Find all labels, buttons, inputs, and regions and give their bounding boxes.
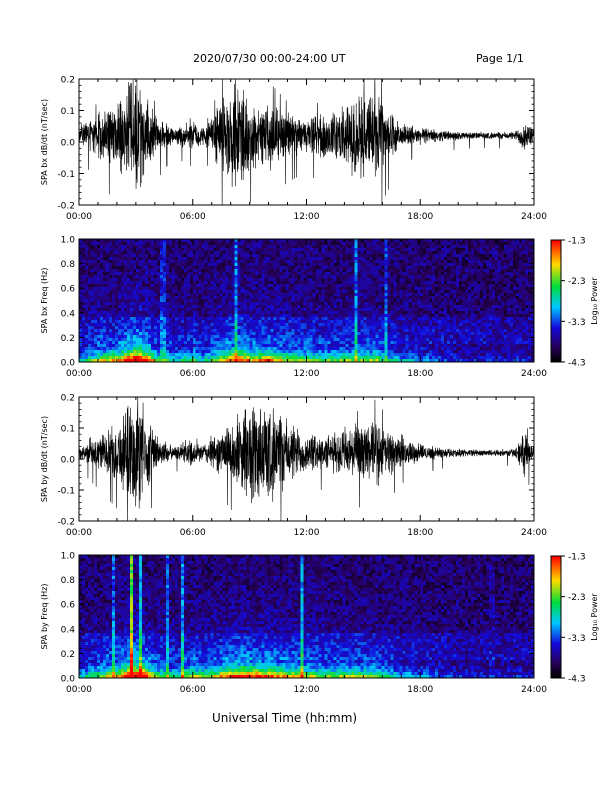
waveform-trace xyxy=(79,397,534,521)
colorbar-frame xyxy=(550,239,562,363)
x-tick-label: 00:00 xyxy=(66,528,92,538)
x-tick-label: 06:00 xyxy=(180,369,206,379)
y-tick-label: 0.1 xyxy=(61,425,75,435)
x-tick-label: 00:00 xyxy=(66,369,92,379)
x-tick-label: 24:00 xyxy=(521,528,547,538)
y-tick-label: 0.0 xyxy=(61,675,76,685)
axes-frame xyxy=(78,238,535,363)
panel-2: -1.3 -2.3 -3.3 -4.3 Log₁₀ Power 1.0 0.8 0.6 0.4 0… xyxy=(40,236,599,380)
x-axis-label: Universal Time (hh:mm) xyxy=(212,711,358,725)
x-tick-label: 12:00 xyxy=(294,369,320,379)
y-tick-label: 0.4 xyxy=(61,625,76,635)
y-tick-label: 0.8 xyxy=(61,260,76,270)
axes-frame xyxy=(78,554,535,679)
y-tick-label: -0.1 xyxy=(57,487,75,497)
y-axis-label: SPA by Freq (Hz) xyxy=(40,584,49,650)
waveform-trace xyxy=(79,79,534,205)
x-tick-label: 12:00 xyxy=(294,685,320,695)
y-tick-label: 0.2 xyxy=(61,650,75,660)
x-tick-label: 24:00 xyxy=(521,369,547,379)
panel-4: -1.3 -2.3 -3.3 -4.3 Log₁₀ Power 1.0 0.8 0.6 0.4 0… xyxy=(40,552,599,696)
x-tick-label: 24:00 xyxy=(521,685,547,695)
y-tick-label: 0.6 xyxy=(61,285,76,295)
x-tick-label: 24:00 xyxy=(521,212,547,222)
x-tick-label: 18:00 xyxy=(407,685,433,695)
y-tick-label: 0.2 xyxy=(61,394,75,404)
figure-title: 2020/07/30 00:00-24:00 UT xyxy=(193,52,346,65)
colorbar-label: Log₁₀ Power xyxy=(590,277,599,325)
colorbar-frame xyxy=(550,555,562,679)
y-tick-label: 0.2 xyxy=(61,334,75,344)
y-tick-label: 0.4 xyxy=(61,309,76,319)
colorbar-tick-label: -4.3 xyxy=(568,359,586,369)
x-tick-label: 06:00 xyxy=(180,528,206,538)
x-tick-label: 00:00 xyxy=(66,685,92,695)
x-tick-label: 12:00 xyxy=(294,528,320,538)
y-tick-label: -0.1 xyxy=(57,170,75,180)
colorbar-tick-label: -3.3 xyxy=(568,318,586,328)
bx-spectrogram-image xyxy=(79,239,534,362)
y-axis-label: SPA by dB/dt (nT/sec) xyxy=(40,416,49,502)
panel-1: 0.2 0.1 0.0 -0.1 -0.200:00 06:00 12:00 18:00 24:… xyxy=(40,76,547,223)
y-tick-label: 0.8 xyxy=(61,576,76,586)
colorbar-label: Log₁₀ Power xyxy=(590,593,599,641)
colorbar-tick-label: -1.3 xyxy=(568,553,586,563)
y-tick-label: 0.6 xyxy=(61,601,76,611)
x-tick-label: 12:00 xyxy=(294,212,320,222)
colorbar-tick-label: -3.3 xyxy=(568,634,586,644)
y-tick-label: 1.0 xyxy=(61,552,76,562)
x-tick-label: 18:00 xyxy=(407,528,433,538)
colorbar-tick-label: -4.3 xyxy=(568,675,586,685)
y-tick-label: 0.1 xyxy=(61,107,75,117)
y-axis-label: SPA bx dB/dt (nT/sec) xyxy=(40,99,49,185)
page-indicator: Page 1/1 xyxy=(476,52,524,65)
y-tick-label: 0.0 xyxy=(61,139,76,149)
y-axis-label: SPA bx Freq (Hz) xyxy=(40,268,49,334)
x-tick-label: 18:00 xyxy=(407,369,433,379)
colorbar-tick-label: -1.3 xyxy=(568,237,586,247)
x-tick-label: 00:00 xyxy=(66,212,92,222)
by-spectrogram-image xyxy=(79,555,534,678)
y-tick-label: -0.2 xyxy=(57,518,75,528)
colorbar-tick-label: -2.3 xyxy=(568,593,586,603)
y-tick-label: 0.2 xyxy=(61,76,75,86)
y-tick-label: 0.0 xyxy=(61,456,76,466)
colorbar-tick-label: -2.3 xyxy=(568,277,586,287)
x-tick-label: 18:00 xyxy=(407,212,433,222)
bx-colorbar-image xyxy=(551,240,561,362)
y-tick-label: 0.0 xyxy=(61,359,76,369)
y-tick-label: -0.2 xyxy=(57,202,75,212)
panel-3: 0.2 0.1 0.0 -0.1 -0.200:00 06:00 12:00 18:00 24:… xyxy=(40,394,547,539)
y-tick-label: 1.0 xyxy=(61,236,76,246)
x-tick-label: 06:00 xyxy=(180,685,206,695)
x-tick-label: 06:00 xyxy=(180,212,206,222)
by-colorbar-image xyxy=(551,556,561,678)
